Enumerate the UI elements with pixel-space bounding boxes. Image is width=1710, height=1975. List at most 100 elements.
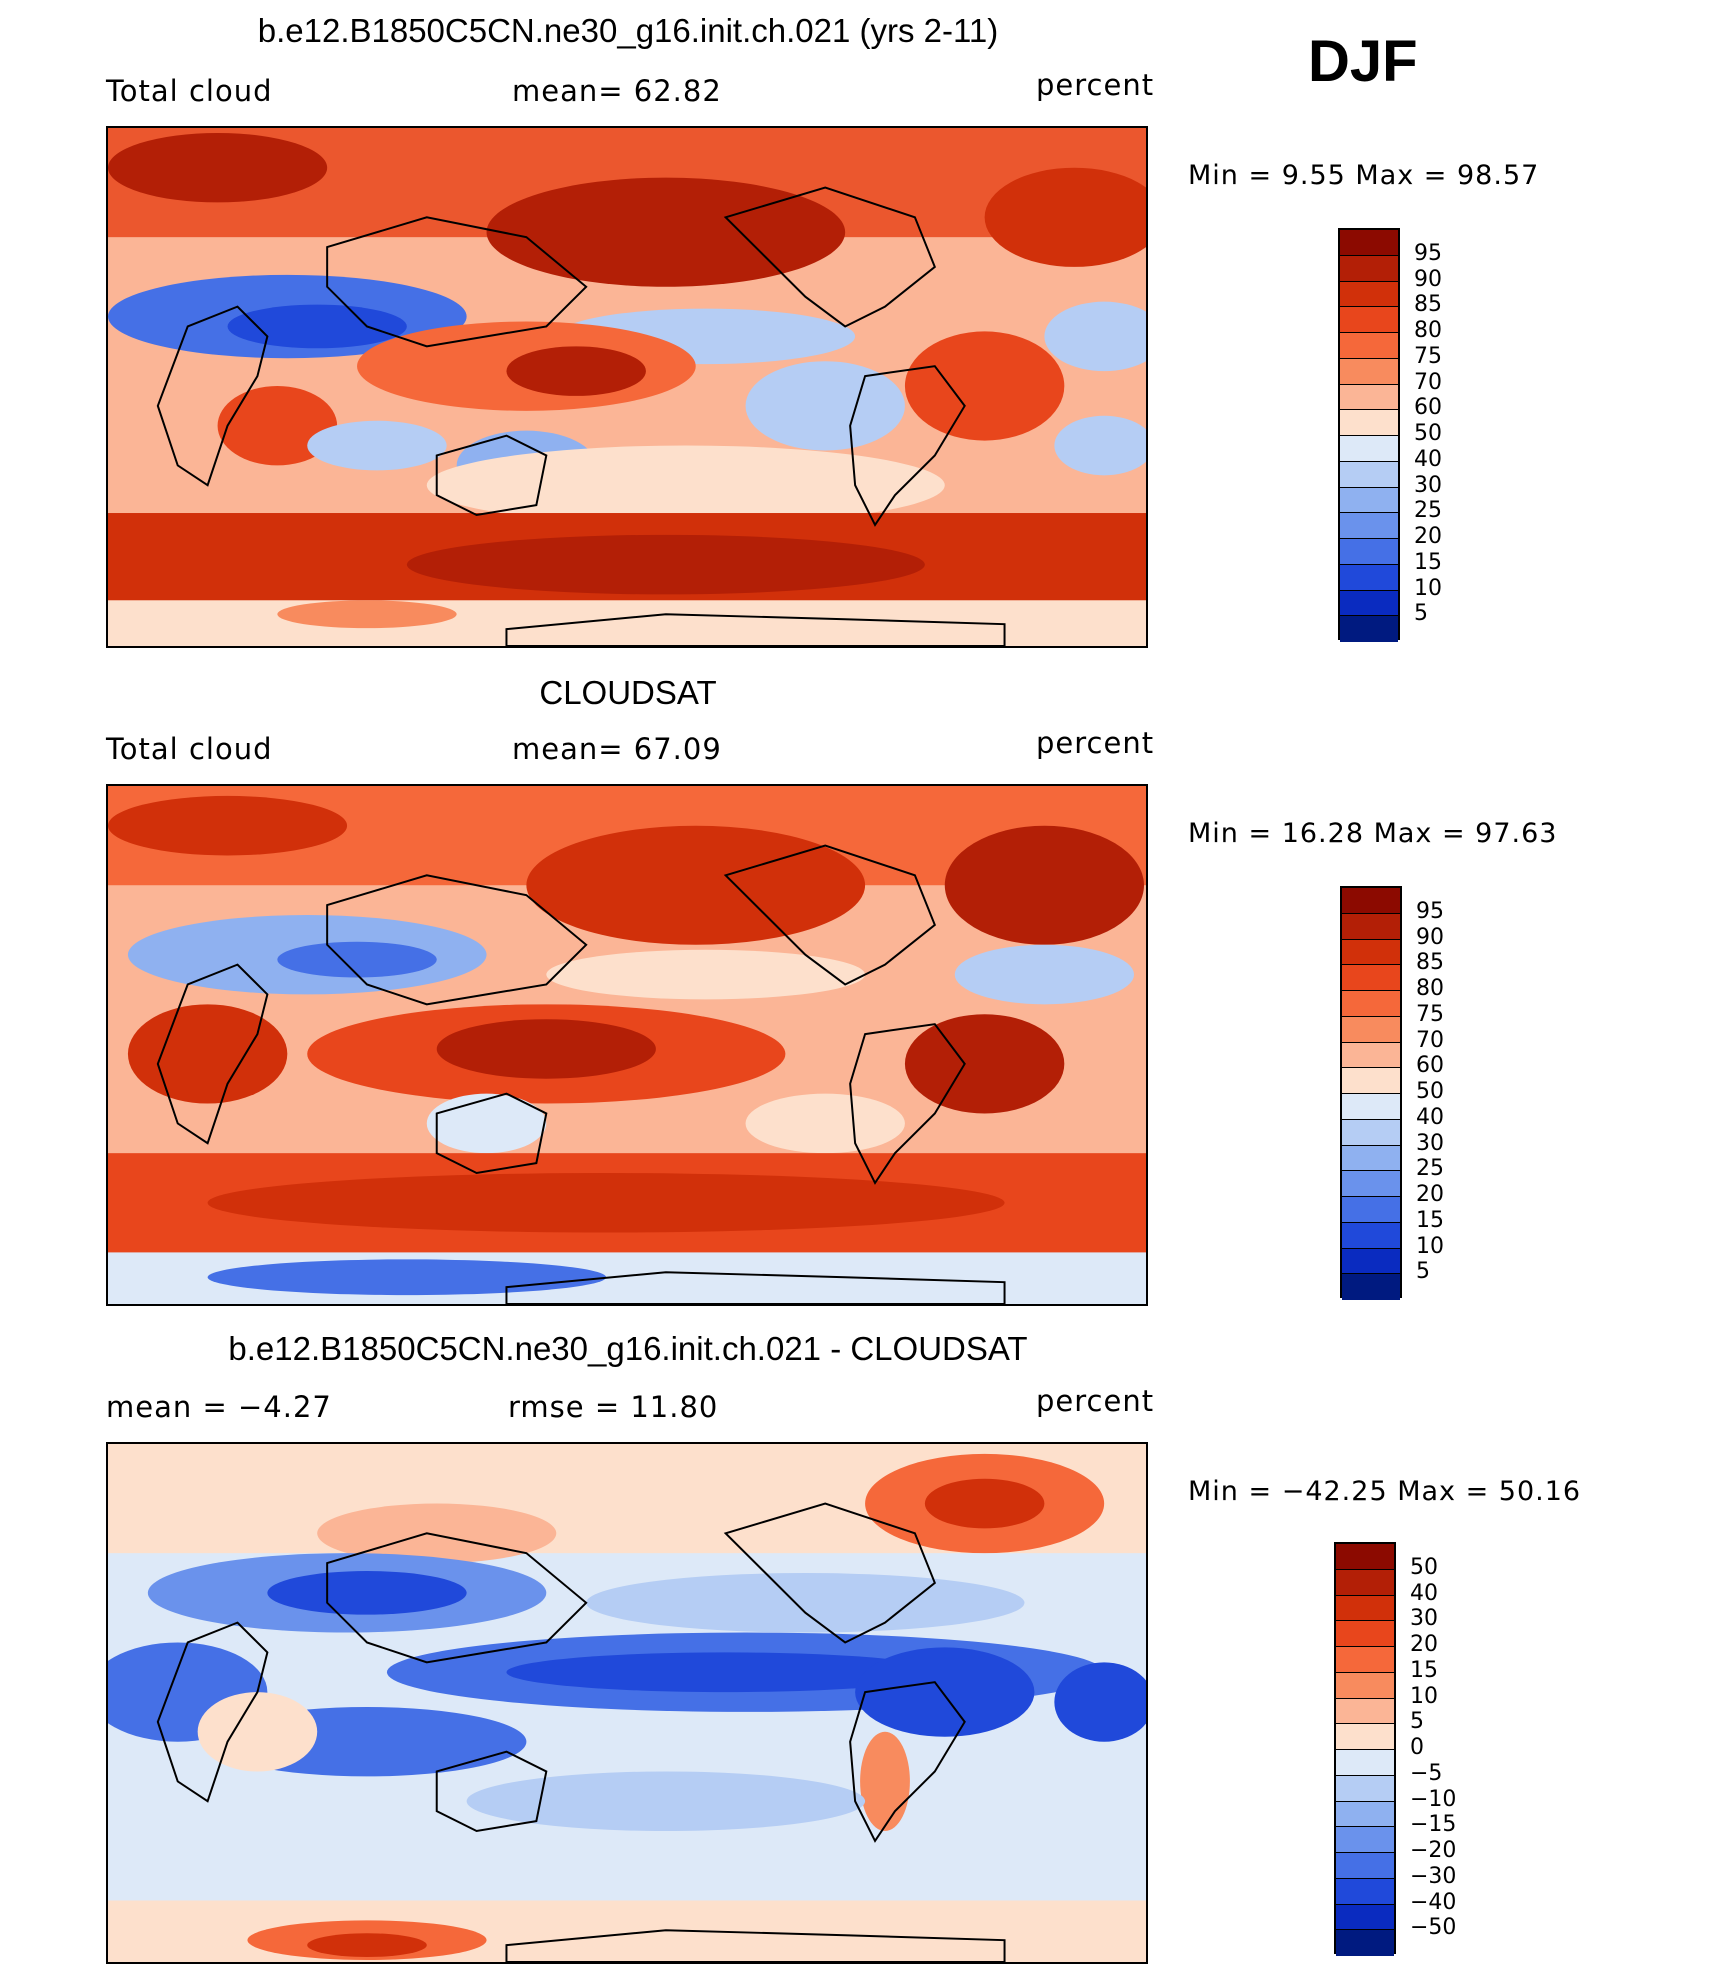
colorbar-swatch [1340, 384, 1398, 411]
colorbar-tick-label: 5 [1414, 601, 1428, 627]
colorbar-tick-label: −20 [1410, 1838, 1457, 1863]
colorbar-swatch [1336, 1878, 1394, 1905]
colorbar-tick-label: 80 [1416, 976, 1444, 1001]
colorbar-tick-label: −30 [1410, 1863, 1457, 1889]
colorbar-swatch [1340, 461, 1398, 488]
colorbar-swatch [1336, 1569, 1394, 1596]
colorbar-swatch [1336, 1930, 1394, 1956]
colorbar-swatch [1342, 1068, 1400, 1094]
colorbar-swatch [1342, 1171, 1400, 1197]
colorbar-tick-label: 30 [1416, 1130, 1444, 1156]
colorbar-swatch [1340, 539, 1398, 565]
colorbar-swatch [1342, 888, 1400, 914]
colorbar-swatch [1336, 1827, 1394, 1853]
colorbar-swatch [1336, 1724, 1394, 1750]
colorbar-model [1338, 228, 1400, 642]
colorbar-tick-label: 40 [1416, 1104, 1444, 1130]
colorbar-swatch [1342, 991, 1400, 1017]
colorbar-swatch [1342, 1094, 1400, 1120]
colorbar-swatch [1340, 281, 1398, 308]
colorbar-tick-label: −10 [1410, 1786, 1457, 1812]
colorbar-swatch [1340, 230, 1398, 256]
colorbar-swatch [1342, 1042, 1400, 1069]
colorbar-swatch [1340, 487, 1398, 514]
colorbar-tick-label: 75 [1416, 1001, 1444, 1027]
colorbar-swatch [1336, 1647, 1394, 1673]
panel-diff-title: b.e12.B1850C5CN.ne30_g16.init.ch.021 - C… [228, 1330, 1028, 1367]
colorbar-swatch [1342, 1145, 1400, 1172]
colorbar-swatch [1342, 1222, 1400, 1249]
colorbar-diff [1334, 1542, 1396, 1956]
colorbar-swatch [1340, 590, 1398, 617]
colorbar-swatch [1340, 436, 1398, 462]
colorbar-tick-label: 50 [1414, 421, 1442, 446]
colorbar-tick-label: 60 [1416, 1053, 1444, 1079]
colorbar-tick-label: 50 [1410, 1554, 1438, 1580]
colorbar-tick-label: 85 [1416, 950, 1444, 976]
colorbar-tick-label: −5 [1410, 1760, 1443, 1786]
colorbar-swatch [1340, 616, 1398, 642]
colorbar-tick-label: 90 [1416, 924, 1444, 950]
panel-diff-units-label: percent [1036, 1384, 1155, 1418]
colorbar-tick-label: 25 [1416, 1156, 1444, 1182]
colorbar-tick-label: −40 [1410, 1889, 1457, 1915]
panel-obs-mean-label: mean= 67.09 [512, 732, 722, 766]
colorbar-swatch [1336, 1672, 1394, 1699]
map-obs-total-cloud [106, 784, 1148, 1306]
colorbar-swatch [1336, 1595, 1394, 1622]
colorbar-swatch [1336, 1904, 1394, 1931]
colorbar-tick-label: 50 [1416, 1079, 1444, 1104]
map-model-total-cloud [106, 126, 1148, 648]
colorbar-tick-label: 60 [1414, 395, 1442, 421]
colorbar-tick-label: 15 [1410, 1657, 1438, 1683]
colorbar-swatch [1336, 1750, 1394, 1776]
colorbar-swatch [1336, 1621, 1394, 1647]
colorbar-swatch [1340, 513, 1398, 539]
colorbar-tick-label: 70 [1414, 369, 1442, 395]
colorbar-swatch [1336, 1698, 1394, 1725]
panel-model-variable-label: Total cloud [106, 74, 273, 108]
colorbar-tick-label: 40 [1410, 1580, 1438, 1606]
colorbar-swatch [1340, 410, 1398, 436]
colorbar-swatch [1340, 307, 1398, 333]
colorbar-swatch [1342, 939, 1400, 966]
colorbar-tick-label: 15 [1414, 549, 1442, 575]
panel-model-minmax: Min = 9.55 Max = 98.57 [1188, 160, 1540, 191]
panel-obs-units-label: percent [1036, 726, 1155, 760]
colorbar-tick-label: 95 [1414, 240, 1442, 266]
panel-obs-minmax: Min = 16.28 Max = 97.63 [1188, 818, 1558, 849]
colorbar-tick-label: 75 [1414, 343, 1442, 369]
colorbar-swatch [1340, 255, 1398, 282]
colorbar-tick-label: 20 [1410, 1632, 1438, 1657]
panel-diff-rmse-label: rmse = 11.80 [508, 1390, 719, 1424]
colorbar-tick-label: 5 [1410, 1709, 1424, 1735]
colorbar-tick-label: 10 [1414, 575, 1442, 601]
panel-obs-variable-label: Total cloud [106, 732, 273, 766]
colorbar-tick-label: 30 [1410, 1606, 1438, 1632]
panel-model-mean-label: mean= 62.82 [512, 74, 722, 108]
season-label: DJF [1308, 29, 1418, 94]
colorbar-swatch [1340, 564, 1398, 591]
panel-model-title: b.e12.B1850C5CN.ne30_g16.init.ch.021 (yr… [257, 12, 999, 49]
colorbar-swatch [1336, 1544, 1394, 1570]
colorbar-swatch [1342, 1016, 1400, 1043]
colorbar-swatch [1336, 1801, 1394, 1828]
colorbar-tick-label: 5 [1416, 1259, 1430, 1285]
colorbar-tick-label: 30 [1414, 472, 1442, 498]
panel-model-units-label: percent [1036, 68, 1155, 102]
colorbar-swatch [1336, 1853, 1394, 1879]
colorbar-swatch [1342, 1274, 1400, 1300]
colorbar-tick-label: 20 [1414, 524, 1442, 549]
colorbar-swatch [1342, 1248, 1400, 1275]
colorbar-swatch [1336, 1775, 1394, 1802]
colorbar-tick-label: 20 [1416, 1182, 1444, 1207]
colorbar-tick-label: 25 [1414, 498, 1442, 524]
colorbar-tick-label: 0 [1410, 1735, 1424, 1760]
panel-obs-title: CLOUDSAT [539, 674, 717, 711]
colorbar-tick-label: 85 [1414, 292, 1442, 318]
colorbar-tick-label: −15 [1410, 1812, 1457, 1838]
map-diff-total-cloud [106, 1442, 1148, 1964]
colorbar-tick-label: 10 [1410, 1683, 1438, 1709]
colorbar-tick-label: 95 [1416, 898, 1444, 924]
colorbar-tick-label: 90 [1414, 266, 1442, 292]
